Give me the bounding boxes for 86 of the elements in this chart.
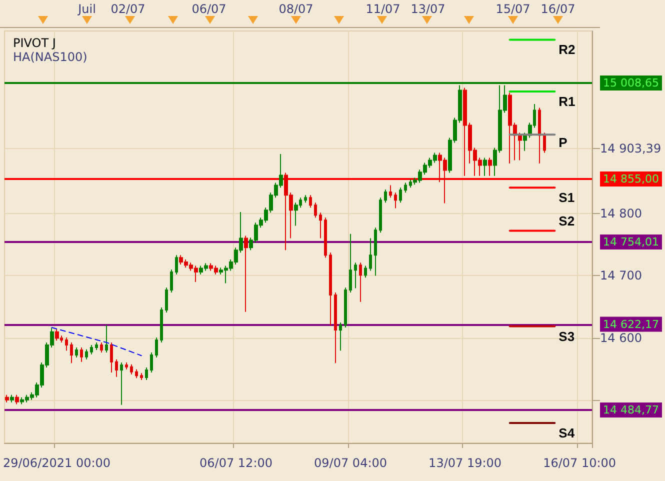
candlestick xyxy=(384,189,387,204)
series-label: R1 xyxy=(558,94,576,110)
ref-line-label: 14 754,01 xyxy=(603,235,659,248)
candlestick xyxy=(145,366,148,380)
series-label: S2 xyxy=(558,213,575,228)
candlestick xyxy=(399,187,402,204)
candlestick xyxy=(314,202,317,218)
series-label: S1 xyxy=(558,190,575,206)
candlestick xyxy=(5,394,9,403)
candlestick xyxy=(140,372,143,380)
ref-line-label: 15 008,65 xyxy=(603,76,659,90)
candlestick xyxy=(244,235,248,312)
text: 13/07 xyxy=(410,2,446,16)
candlestick xyxy=(125,362,128,370)
candlestick xyxy=(115,358,118,378)
ref-line-label: 14 622,17 xyxy=(603,318,659,331)
series-label: S3 xyxy=(558,328,575,344)
candlestick xyxy=(359,262,362,302)
candlestick xyxy=(369,238,372,272)
candlestick xyxy=(90,344,93,355)
text: 02/07 xyxy=(110,2,146,16)
candlestick xyxy=(65,337,68,352)
candlestick xyxy=(309,194,312,208)
candlestick xyxy=(85,348,88,360)
candlestick xyxy=(150,352,153,373)
candlestick xyxy=(354,262,357,289)
series-label: P xyxy=(558,135,568,150)
candlestick xyxy=(170,268,173,294)
candlestick xyxy=(339,322,342,352)
x-tick-label: 06/07 12:00 xyxy=(200,456,272,470)
text: PIVOT J xyxy=(13,36,56,50)
text: 08/07 xyxy=(278,2,314,16)
y-tick-label: 14 700 xyxy=(600,268,642,283)
text: 11/07 xyxy=(366,2,400,16)
candlestick xyxy=(349,233,352,294)
candlestick xyxy=(324,217,327,258)
candlestick xyxy=(394,192,397,209)
ref-line-label: 14 855,00 xyxy=(603,172,659,186)
y-tick-label: 14 800 xyxy=(600,206,642,220)
candlestick xyxy=(110,342,113,373)
candlestick xyxy=(364,265,367,278)
candlestick xyxy=(175,254,178,275)
candlestick xyxy=(15,394,19,405)
candlestick xyxy=(55,328,59,342)
candlestick xyxy=(80,346,83,362)
y-tick-label: 14 903,39 xyxy=(600,142,662,156)
text: HA(NAS100) xyxy=(13,50,88,64)
candlestick xyxy=(155,337,158,358)
candlestick xyxy=(379,197,382,234)
candlestick xyxy=(130,364,133,375)
text: 15/07 xyxy=(496,2,530,16)
candlestick xyxy=(488,157,492,176)
x-tick-label: 16/07 10:00 xyxy=(543,456,616,470)
series-label: S4 xyxy=(558,426,576,441)
text: Juil xyxy=(78,2,96,16)
text: 16/07 xyxy=(540,2,576,16)
candlestick xyxy=(329,252,332,326)
candlestick xyxy=(483,157,487,176)
candlestick xyxy=(344,287,347,328)
candlestick xyxy=(304,194,307,204)
candlestick xyxy=(100,342,103,353)
x-tick-label: 29/06/2021 00:00 xyxy=(2,456,111,470)
series-label: R2 xyxy=(558,42,576,58)
candlestick xyxy=(105,324,108,353)
x-tick-label: 13/07 19:00 xyxy=(428,456,502,470)
candlestick xyxy=(523,132,527,152)
y-tick-label: 14 600 xyxy=(600,331,642,346)
candlestick xyxy=(165,287,168,314)
candlestick xyxy=(135,368,138,379)
text: 06/07 xyxy=(192,2,226,16)
candlestick xyxy=(334,292,337,364)
candlestick xyxy=(95,342,98,350)
x-tick-label: 09/07 04:00 xyxy=(314,456,388,470)
candlestick xyxy=(543,132,546,154)
candlestick xyxy=(404,182,407,194)
candlestick xyxy=(120,362,123,406)
candlestick xyxy=(374,227,377,276)
candlestick xyxy=(70,342,73,364)
candlestick xyxy=(538,107,541,164)
candlestick xyxy=(518,132,522,161)
ref-line-label: 14 484,77 xyxy=(603,404,659,417)
candlestick xyxy=(389,184,392,198)
candlestick xyxy=(10,394,14,403)
candlestick xyxy=(160,307,163,343)
candlestick xyxy=(75,346,78,358)
candlestick xyxy=(319,212,322,239)
